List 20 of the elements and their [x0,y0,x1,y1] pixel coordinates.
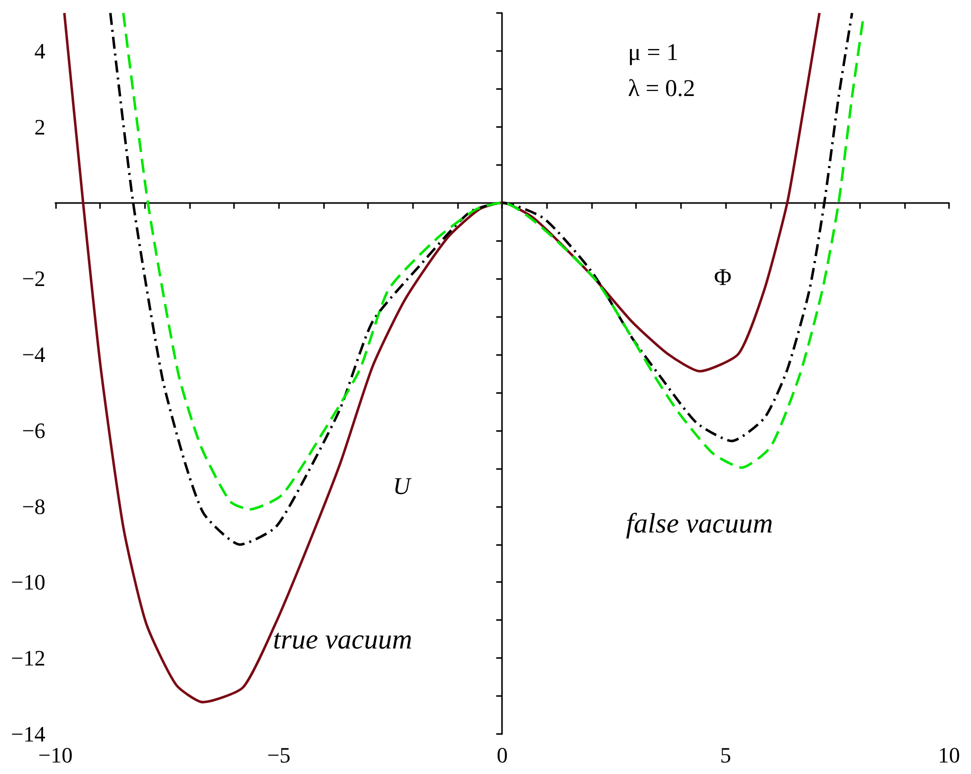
x-tick-label: 0 [496,742,508,768]
line-series [63,12,821,704]
y-tick-label: −6 [22,418,46,443]
y-tick-label: −12 [10,646,46,671]
x-tick-label: 10 [938,742,960,768]
annotation: λ = 0.2 [628,76,696,102]
y-tick-label: −10 [10,570,46,595]
y-tick-label: −14 [10,722,46,746]
y-tick-label: −4 [22,342,46,368]
x-tick-label: 5 [720,742,732,768]
annotation: true vacuum [273,624,412,656]
y-tick-label: 2 [34,114,46,140]
annotation: μ = 1 [628,40,678,66]
y-tick-label: −8 [22,494,46,519]
annotation: false vacuum [626,508,773,540]
y-tick-label: 4 [34,38,46,64]
y-tick-label: −2 [22,266,46,292]
x-tick-label: −5 [267,742,291,768]
y-axis-title: U [393,474,412,500]
x-axis-title: Φ [714,265,732,291]
